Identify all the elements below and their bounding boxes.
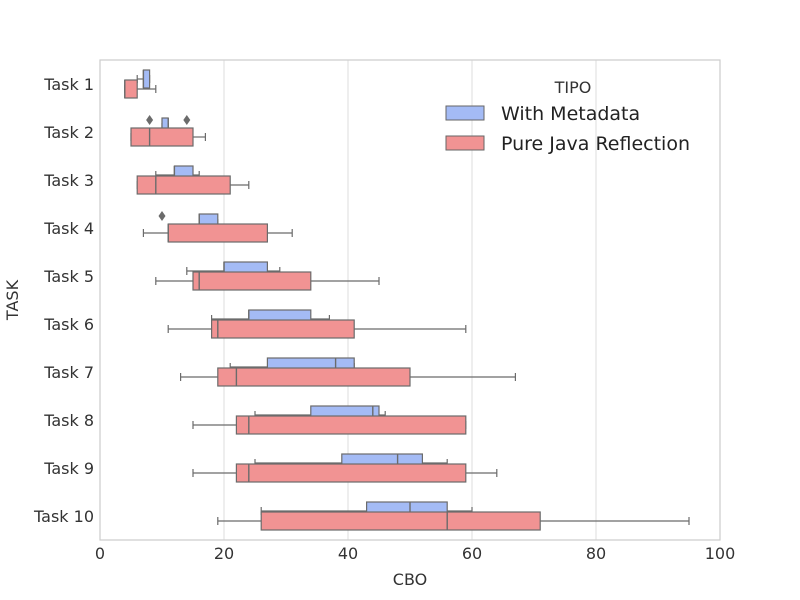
box-layer (124, 69, 690, 531)
y-tick-label: Task 7 (43, 363, 94, 382)
y-tick-label: Task 5 (43, 267, 94, 286)
box-pure-java-reflection (167, 223, 268, 243)
plot-frame (99, 59, 721, 541)
x-tick-labels: 0 20 40 60 80 100 (95, 544, 735, 563)
box-group-pure-java-reflection (167, 319, 467, 339)
legend: TIPO With Metadata Pure Java Reflection (445, 78, 690, 155)
box-pure-java-reflection (217, 367, 411, 387)
box-pure-java-reflection (260, 511, 541, 531)
y-tick-label: Task 8 (43, 411, 94, 430)
box-group-pure-java-reflection (124, 79, 157, 99)
y-axis-label: TASK (3, 279, 22, 321)
box-group-pure-java-reflection (192, 415, 467, 435)
legend-swatch-pure-java-reflection (445, 135, 485, 151)
box-group-pure-java-reflection (217, 511, 690, 531)
y-tick-labels: Task 1 Task 2 Task 3 Task 4 Task 5 Task 6 Task… (33, 75, 94, 526)
y-tick-label: Task 2 (43, 123, 94, 142)
legend-title: TIPO (554, 78, 592, 97)
box-pure-java-reflection (211, 319, 355, 339)
legend-label-with-metadata: With Metadata (501, 103, 640, 125)
box-pure-java-reflection (136, 175, 231, 195)
box-group-pure-java-reflection (130, 127, 206, 147)
box-group-pure-java-reflection (136, 175, 250, 195)
outlier-marker (158, 211, 166, 221)
box-group-pure-java-reflection (155, 271, 380, 291)
y-tick-label: Task 9 (43, 459, 94, 478)
box-group-pure-java-reflection (180, 367, 517, 387)
x-tick-label: 80 (586, 544, 606, 563)
box-pure-java-reflection (130, 127, 194, 147)
y-tick-label: Task 3 (43, 171, 94, 190)
x-tick-label: 20 (214, 544, 234, 563)
box-group-with-metadata (136, 69, 151, 89)
y-tick-label: Task 1 (43, 75, 94, 94)
box-pure-java-reflection (235, 415, 467, 435)
box-pure-java-reflection (192, 271, 312, 291)
box-pure-java-reflection (235, 463, 467, 483)
x-axis-label: CBO (393, 570, 427, 589)
y-tick-label: Task 4 (43, 219, 94, 238)
x-tick-label: 100 (705, 544, 736, 563)
y-tick-label: Task 10 (33, 507, 94, 526)
outlier-marker (146, 115, 154, 125)
legend-swatch-with-metadata (445, 105, 485, 121)
x-tick-label: 40 (338, 544, 358, 563)
box-group-pure-java-reflection (192, 463, 498, 483)
box-with-metadata (142, 69, 151, 89)
outlier-marker (183, 115, 191, 125)
x-tick-label: 0 (95, 544, 105, 563)
x-tick-label: 60 (462, 544, 482, 563)
y-tick-label: Task 6 (43, 315, 94, 334)
box-pure-java-reflection (124, 79, 138, 99)
legend-label-pure-java-reflection: Pure Java Reflection (501, 133, 690, 155)
box-group-pure-java-reflection (142, 223, 293, 243)
